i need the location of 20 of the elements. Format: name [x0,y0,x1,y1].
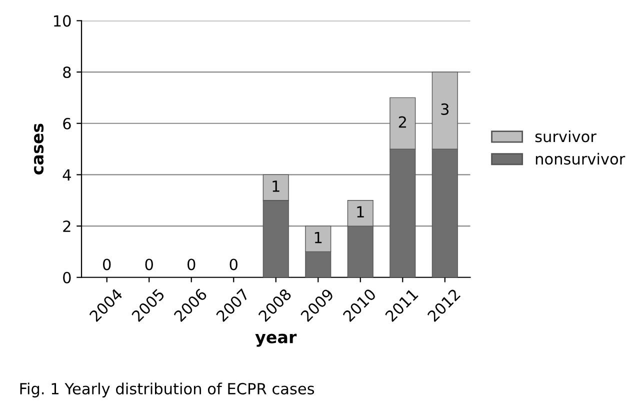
data-label: 0 [188,258,196,270]
data-label: 1 [272,180,280,192]
caption: Fig. 1 Yearly distribution of ECPR cases [20,382,314,398]
legend-label: survivor [535,130,596,142]
data-label: 0 [145,258,153,270]
y-tick-label: 0 [63,272,71,284]
x-axis-title: year [255,334,297,347]
y-tick-label: 2 [63,220,70,232]
data-label: 1 [357,206,364,218]
data-label: 3 [441,103,449,115]
y-tick-label: 10 [54,15,71,27]
data-label: 0 [230,258,238,270]
data-label: 2 [398,116,406,128]
y-axis-title: cases [34,124,44,174]
data-label: 1 [314,232,322,244]
y-tick-label: 4 [62,169,71,181]
y-tick-label: 8 [63,66,71,78]
y-tick-label: 6 [63,118,71,130]
legend-label: nonsurvivor [536,152,626,165]
data-label: 0 [103,258,111,270]
